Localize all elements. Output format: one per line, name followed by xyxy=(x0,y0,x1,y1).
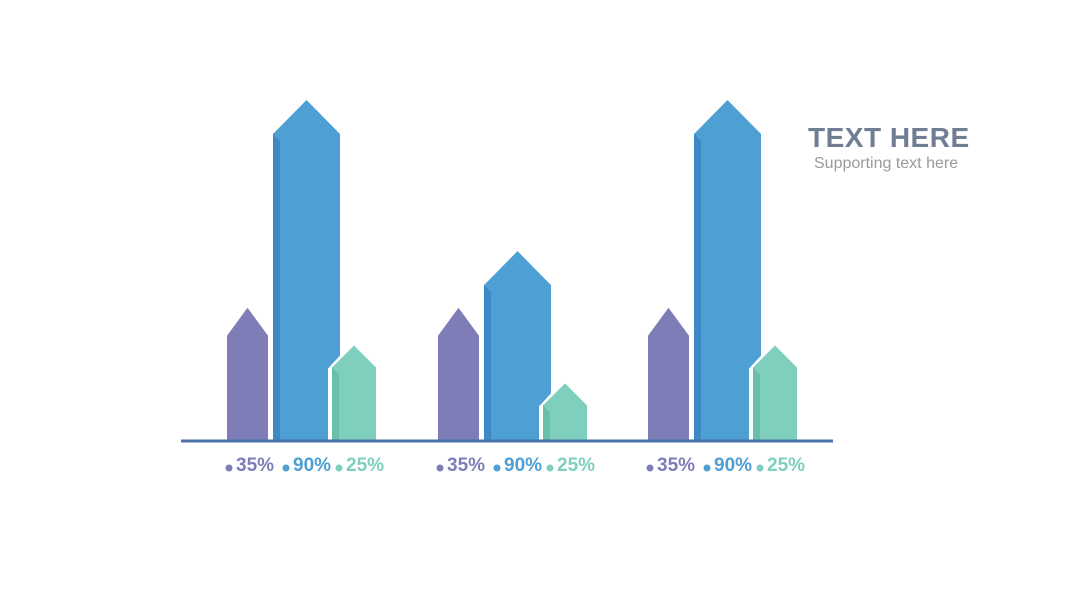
data-label-purple-g1: 35% xyxy=(236,455,274,476)
bar-blue-g2 xyxy=(484,251,551,440)
bar-green-g1 xyxy=(332,345,376,440)
bar-blue-g3 xyxy=(694,100,761,440)
chart-title: TEXT HERE xyxy=(808,122,970,153)
data-label-purple-g3: 35% xyxy=(657,455,695,476)
data-label-blue-g1: 90% xyxy=(293,455,331,476)
data-label-blue-g3: 90% xyxy=(714,455,752,476)
label-dot-purple-g2 xyxy=(436,464,444,472)
label-dot-purple-g3 xyxy=(646,464,654,472)
data-label-purple-g2: 35% xyxy=(447,455,485,476)
label-dot-blue-g3 xyxy=(703,464,711,472)
bar-green-g2 xyxy=(543,383,587,440)
label-dot-green-g2 xyxy=(546,464,554,472)
bars-layer xyxy=(227,95,801,440)
labels-layer: 35% 90% 25% 35% 90% 25% 35% 90% 25% xyxy=(225,455,805,476)
chart-subtitle: Supporting text here xyxy=(814,155,959,172)
label-dot-blue-g2 xyxy=(493,464,501,472)
bar-green-g3 xyxy=(753,345,797,440)
bar-shade-green-g3 xyxy=(753,367,760,440)
bar-purple-g2 xyxy=(438,307,479,440)
bar-shade-green-g2 xyxy=(543,405,550,440)
bar-shade-green-g1 xyxy=(332,367,339,440)
label-dot-green-g1 xyxy=(335,464,343,472)
bar-purple-g1 xyxy=(227,307,268,440)
data-label-green-g2: 25% xyxy=(557,455,595,476)
bar-shade-blue-g1 xyxy=(273,134,280,440)
data-label-green-g1: 25% xyxy=(346,455,384,476)
label-dot-blue-g1 xyxy=(282,464,290,472)
data-label-green-g3: 25% xyxy=(767,455,805,476)
bar-shade-blue-g3 xyxy=(694,134,701,440)
label-dot-green-g3 xyxy=(756,464,764,472)
label-dot-purple-g1 xyxy=(225,464,233,472)
bar-shade-blue-g2 xyxy=(484,285,491,440)
bar-purple-g3 xyxy=(648,307,689,440)
data-label-blue-g2: 90% xyxy=(504,455,542,476)
bar-blue-g1 xyxy=(273,100,340,440)
